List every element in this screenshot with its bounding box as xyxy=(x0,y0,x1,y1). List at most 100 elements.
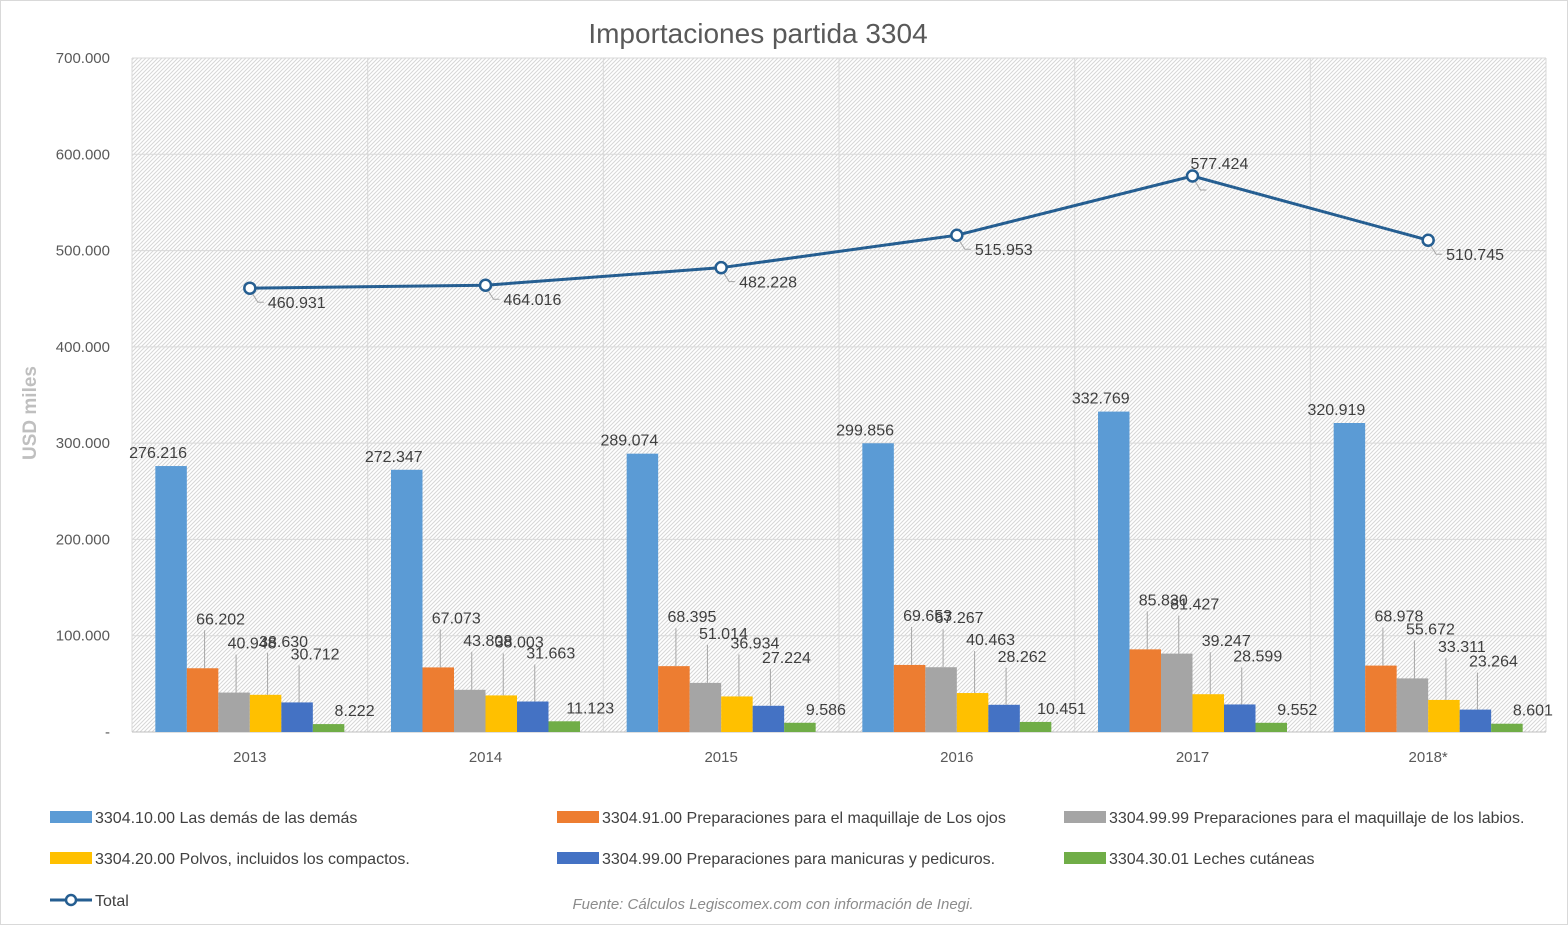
bar-data-label: 85.830 xyxy=(1139,592,1188,609)
total-label-leader xyxy=(723,273,736,283)
total-label-leader xyxy=(252,293,264,303)
legend-entry-label: 3304.91.00 Preparaciones para el maquill… xyxy=(602,810,1006,827)
bar xyxy=(218,692,250,732)
total-point-marker xyxy=(478,278,493,292)
total-data-label: 482.228 xyxy=(739,275,797,292)
total-point-marker xyxy=(714,260,728,275)
bar-data-label: 67.073 xyxy=(432,610,481,627)
legend-swatch xyxy=(1064,852,1106,864)
bar xyxy=(485,695,517,732)
legend-swatch xyxy=(50,852,92,864)
bar-data-label: 68.395 xyxy=(667,609,716,626)
bar xyxy=(186,668,219,732)
bar-data-label: 10.451 xyxy=(1037,701,1086,718)
bar xyxy=(454,689,486,732)
bar xyxy=(249,694,282,732)
total-data-label: 510.745 xyxy=(1446,247,1504,264)
total-point-marker xyxy=(950,228,964,242)
bar-data-labels: 276.216 272.347 289.074 299.856 332.769 320.9… xyxy=(129,391,1553,720)
total-point-marker xyxy=(1185,169,1200,183)
bar-data-label: 43.808 xyxy=(463,633,512,650)
total-label-leader xyxy=(1430,245,1443,255)
bar-data-label: 55.672 xyxy=(1406,621,1455,638)
legend-swatch xyxy=(557,852,599,864)
bar xyxy=(1333,423,1366,732)
legend: 3304.10.00 Las demás de las demás 3304.91… xyxy=(50,810,1524,910)
bar-data-label: 40.463 xyxy=(966,632,1015,649)
source-note: Fuente: Cálculos Legiscomex.com con info… xyxy=(572,896,973,913)
legend-entry-label: 3304.99.99 Preparaciones para el maquill… xyxy=(1109,810,1524,827)
total-point-marker xyxy=(243,281,257,295)
bar xyxy=(1365,665,1397,732)
y-tick-label: 300.000 xyxy=(56,435,110,452)
total-data-label: 515.953 xyxy=(975,242,1033,259)
x-tick-label: 2018* xyxy=(1409,749,1448,766)
bar xyxy=(626,453,659,732)
bar-data-label: 28.599 xyxy=(1233,648,1282,665)
legend-entry-label: 3304.20.00 Polvos, incluidos los compact… xyxy=(95,851,410,868)
bar xyxy=(956,693,989,732)
bar-data-label: 38.630 xyxy=(259,634,308,651)
total-data-label: 460.931 xyxy=(268,295,326,312)
bar xyxy=(517,701,549,732)
bar xyxy=(1428,699,1460,732)
bar-data-label: 39.247 xyxy=(1202,633,1251,650)
bar-data-label: 51.014 xyxy=(699,626,748,643)
bar-data-label: 9.586 xyxy=(806,702,846,719)
y-axis-label: USD miles xyxy=(20,366,41,460)
legend-entry-label: 3304.30.01 Leches cutáneas xyxy=(1109,851,1315,868)
legend-swatch xyxy=(557,811,599,823)
bar xyxy=(689,682,722,732)
legend-entry-label: Total xyxy=(95,893,129,910)
bar-data-label: 289.074 xyxy=(600,433,658,450)
total-label-leader xyxy=(1195,181,1207,191)
legend-swatch xyxy=(1064,811,1106,823)
bar-data-label: 66.202 xyxy=(196,611,245,628)
x-tick-label: 2013 xyxy=(233,749,266,766)
bar-data-label: 272.347 xyxy=(365,449,423,466)
bar-data-label: 8.601 xyxy=(1513,703,1553,720)
total-label-leader xyxy=(488,290,500,300)
y-tick-label: 500.000 xyxy=(56,243,110,260)
bar-data-label: 38.003 xyxy=(495,634,544,651)
chart-title: Importaciones partida 3304 xyxy=(588,18,927,49)
bar xyxy=(422,667,454,732)
y-tick-label: - xyxy=(105,724,110,741)
bar-data-label: 68.978 xyxy=(1374,609,1423,626)
legend-swatch xyxy=(50,811,92,823)
bar-data-label: 23.264 xyxy=(1469,654,1518,671)
bar-data-label: 299.856 xyxy=(836,422,894,439)
legend-entry-label: 3304.10.00 Las demás de las demás xyxy=(95,810,357,827)
bar xyxy=(391,469,423,732)
bar-data-label: 31.663 xyxy=(526,646,575,663)
x-tick-label: 2017 xyxy=(1176,749,1209,766)
bar xyxy=(925,667,957,732)
y-tick-label: 200.000 xyxy=(56,531,110,548)
bar-data-label: 36.934 xyxy=(730,635,779,652)
bar-data-label: 27.224 xyxy=(762,650,811,667)
bar xyxy=(893,664,926,732)
total-data-label: 464.016 xyxy=(504,292,562,309)
bar xyxy=(1192,694,1224,732)
bar-data-label: 9.552 xyxy=(1277,702,1317,719)
y-axis-ticks: - 100.000 200.000 300.000 400.000 500.000 600.… xyxy=(56,50,110,741)
bar xyxy=(155,466,187,732)
bar xyxy=(1491,723,1523,732)
bar-data-label: 69.653 xyxy=(903,608,952,625)
bar xyxy=(1396,678,1429,732)
bars xyxy=(155,411,1523,732)
bar xyxy=(1129,649,1161,732)
bar-data-label: 28.262 xyxy=(998,649,1047,666)
gridlines xyxy=(131,57,1547,733)
bar-data-label: 8.222 xyxy=(335,703,375,720)
total-data-label: 577.424 xyxy=(1191,156,1249,173)
bar-data-label: 276.216 xyxy=(129,445,187,462)
bar-data-label: 67.267 xyxy=(935,610,984,627)
bar xyxy=(1098,411,1130,732)
bar xyxy=(721,696,753,732)
bar-data-label: 30.712 xyxy=(291,646,340,663)
y-tick-label: 700.000 xyxy=(56,50,110,67)
bar xyxy=(548,721,580,732)
bar-data-label: 332.769 xyxy=(1072,391,1130,408)
bar xyxy=(784,722,816,732)
